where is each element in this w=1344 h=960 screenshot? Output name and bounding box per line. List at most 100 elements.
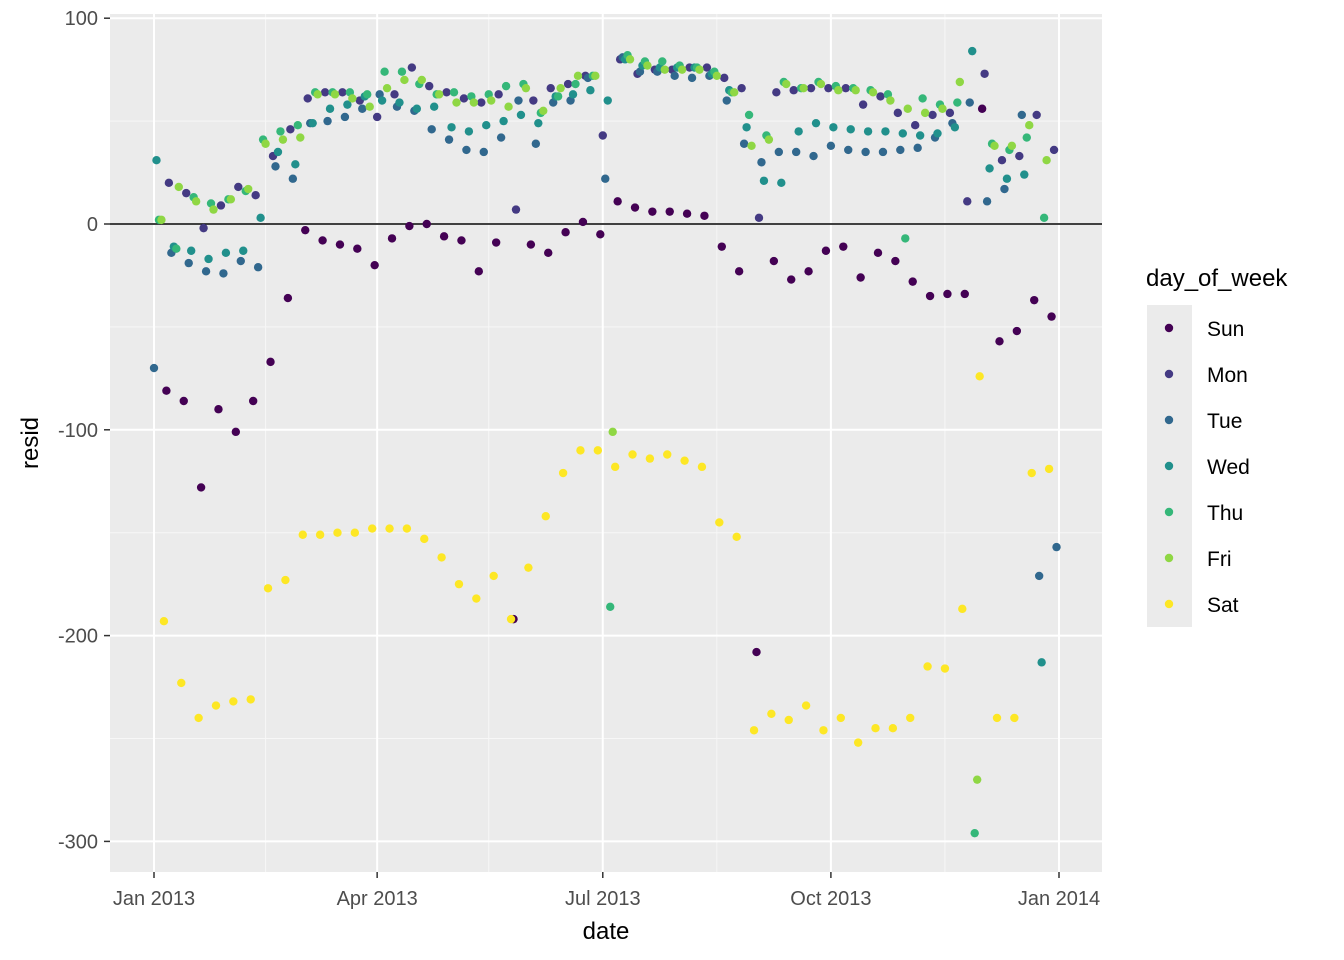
point-mon <box>286 125 295 134</box>
gridlines <box>110 14 1102 872</box>
point-sat <box>819 726 828 735</box>
point-fri <box>625 55 635 64</box>
x-tick-label: Oct 2013 <box>790 888 871 910</box>
y-tick-label: -100 <box>58 420 98 442</box>
point-mon <box>1015 151 1024 161</box>
point-thu <box>1022 133 1031 142</box>
point-sun <box>544 248 553 258</box>
point-fri <box>417 75 426 85</box>
point-tue <box>774 147 784 157</box>
point-mon <box>858 100 868 109</box>
point-tue <box>514 96 523 105</box>
point-sat <box>732 532 741 542</box>
point-tue <box>878 147 888 157</box>
legend-key-fri <box>1164 553 1174 563</box>
point-tue <box>826 141 836 150</box>
y-tick-label: 0 <box>87 214 98 236</box>
point-fri <box>556 83 565 93</box>
point-thu <box>553 92 563 101</box>
point-fri <box>1042 156 1051 165</box>
point-sun <box>474 267 484 276</box>
point-tue <box>271 162 280 171</box>
point-tue <box>444 135 454 144</box>
point-sat <box>367 524 377 533</box>
point-wed <box>516 110 526 120</box>
x-tick-label: Jul 2013 <box>565 888 641 910</box>
point-sat <box>923 662 932 671</box>
point-tue <box>670 71 679 81</box>
point-sun <box>283 293 293 303</box>
point-mon <box>1049 145 1059 155</box>
point-sun <box>439 232 449 241</box>
legend-label-fri: Fri <box>1207 548 1232 571</box>
point-mon <box>303 94 312 103</box>
point-sun <box>335 240 345 249</box>
point-sun <box>856 273 865 282</box>
point-tue <box>288 174 298 183</box>
point-sat <box>697 462 707 472</box>
legend-label-wed: Wed <box>1207 456 1250 479</box>
point-sat <box>1010 713 1019 723</box>
series-mon <box>164 55 1059 233</box>
legend-key-mon <box>1164 369 1174 379</box>
point-tue <box>184 258 193 268</box>
point-sat <box>558 468 568 478</box>
point-wed <box>811 118 821 128</box>
point-thu <box>363 90 372 99</box>
point-tue <box>844 145 853 155</box>
point-fri <box>226 195 236 204</box>
point-thu <box>606 602 615 611</box>
point-mon <box>789 86 798 95</box>
series-sun <box>162 104 1056 657</box>
point-mon <box>772 88 781 97</box>
point-sat <box>906 713 915 723</box>
point-wed <box>1037 658 1046 667</box>
point-tue <box>253 263 263 272</box>
x-tick-label: Apr 2013 <box>337 888 418 910</box>
point-mon <box>806 83 816 93</box>
point-mon <box>425 81 434 91</box>
point-sun <box>457 236 466 245</box>
point-tue <box>1000 184 1009 194</box>
point-sun <box>873 248 883 258</box>
point-mon <box>164 178 174 188</box>
point-sun <box>1047 312 1056 321</box>
point-wed <box>464 127 474 136</box>
point-sat <box>437 553 446 562</box>
point-thu <box>901 234 910 243</box>
point-tue <box>219 269 228 278</box>
point-wed <box>325 104 335 113</box>
point-sat <box>229 697 238 706</box>
point-thu <box>449 88 459 97</box>
point-sun <box>526 240 536 249</box>
point-tue <box>757 158 766 167</box>
point-sat <box>211 701 221 710</box>
point-sat <box>801 701 811 710</box>
point-tue <box>601 174 610 183</box>
points-layer <box>149 46 1061 838</box>
point-fri <box>799 83 808 93</box>
point-wed <box>152 156 161 165</box>
point-mon <box>199 223 208 233</box>
legend-key-sun <box>1164 323 1174 333</box>
point-fri <box>452 98 461 107</box>
point-wed <box>343 100 352 109</box>
point-mon <box>251 190 260 200</box>
point-sun <box>908 277 917 286</box>
point-mon <box>720 73 729 83</box>
point-wed <box>933 129 942 138</box>
point-fri <box>955 77 965 87</box>
point-wed <box>829 123 838 132</box>
point-mon <box>980 69 989 78</box>
point-fri <box>712 71 722 81</box>
point-wed <box>273 147 283 157</box>
point-tue <box>1017 110 1027 120</box>
legend-label-tue: Tue <box>1207 410 1242 433</box>
point-wed <box>534 118 543 128</box>
point-fri <box>539 106 548 116</box>
point-wed <box>950 123 960 132</box>
point-mon <box>893 108 903 118</box>
point-sat <box>472 594 481 603</box>
legend-key-wed <box>1164 461 1174 471</box>
